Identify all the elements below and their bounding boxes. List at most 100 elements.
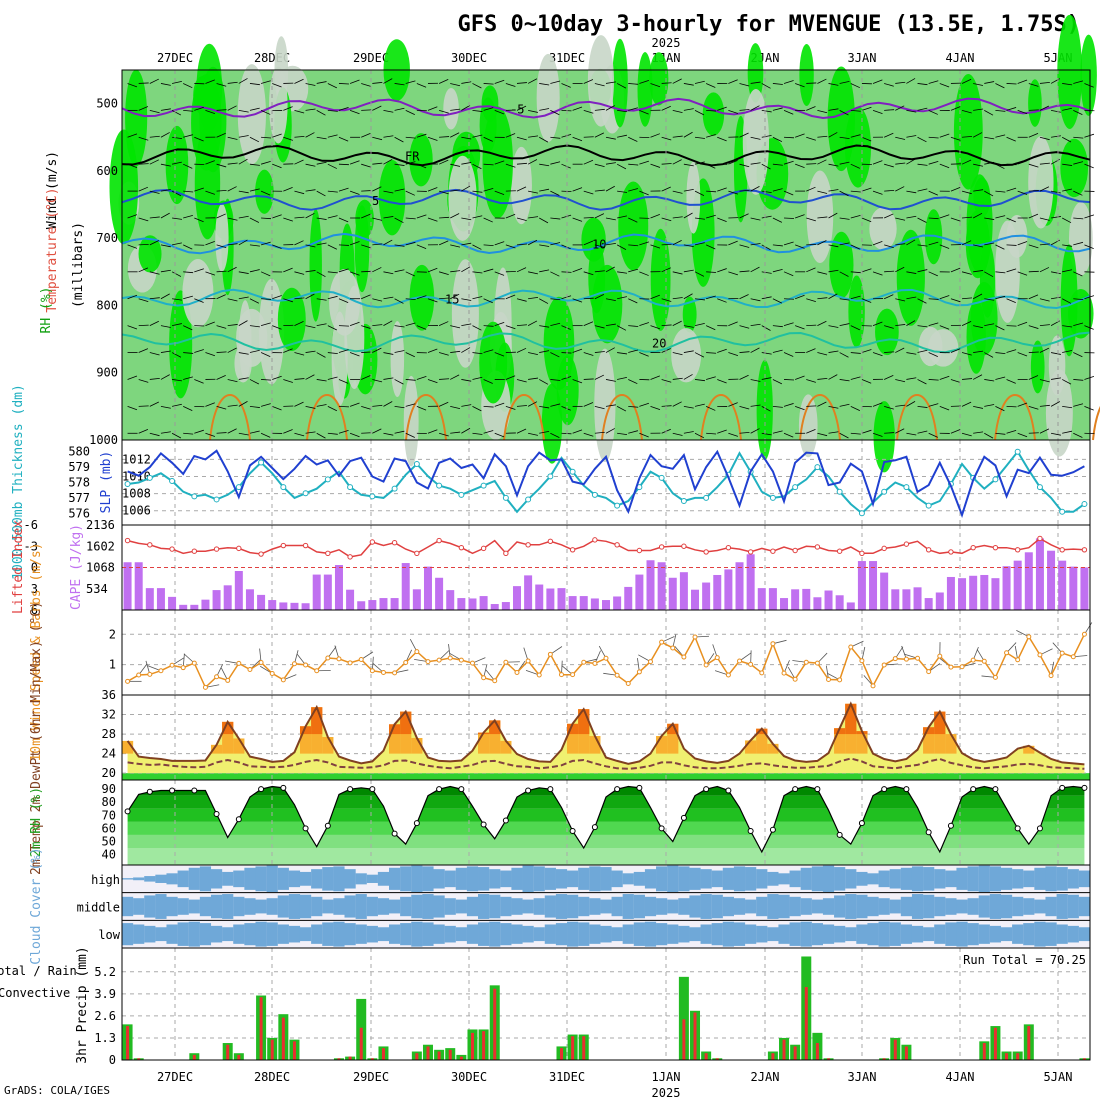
rh-moist-region xyxy=(875,309,899,356)
wind10-marker xyxy=(793,677,797,681)
temp-green-band xyxy=(122,773,1090,780)
cloud-high-bar xyxy=(756,869,767,888)
cloud-middle-bar xyxy=(567,895,578,919)
wind10-marker xyxy=(415,650,419,654)
cape-bar xyxy=(669,578,677,610)
li-marker xyxy=(504,551,508,555)
pressure-tick-label: 900 xyxy=(96,366,118,380)
cape-bar xyxy=(980,575,988,610)
cape-bar xyxy=(936,592,944,610)
cloud-high-bar xyxy=(867,873,878,884)
wind10-marker xyxy=(304,663,308,667)
wind-barb xyxy=(1029,433,1039,434)
cape-bar xyxy=(925,598,933,610)
cloud-low-bar xyxy=(767,927,778,941)
wind10-marker xyxy=(515,671,519,675)
cloud-high-bar xyxy=(1045,866,1056,891)
wind10-marker xyxy=(782,671,786,675)
wind-barb xyxy=(1007,406,1017,407)
cloud-low-bar xyxy=(500,923,511,945)
cloud-middle-bar xyxy=(122,897,133,916)
pressure-tick-label: 1000 xyxy=(89,433,118,447)
cape-bar xyxy=(179,605,187,610)
li-marker xyxy=(1038,536,1042,540)
cloud-axis-label: Cloud Cover (%) xyxy=(29,847,44,964)
lifted-index-axis-label: Lifted Index xyxy=(11,520,26,614)
thickness-marker xyxy=(147,475,152,480)
li-marker xyxy=(148,543,152,547)
wind-barb xyxy=(1007,83,1017,84)
cloud-low-bar xyxy=(478,922,489,946)
wind10-marker xyxy=(993,675,997,679)
wind10-marker xyxy=(493,679,497,683)
cape-axis-label: CAPE (J/kg) xyxy=(69,524,84,610)
wind10-marker xyxy=(693,635,697,639)
isotherm-label: 20 xyxy=(652,336,666,350)
thickness-marker xyxy=(570,469,575,474)
wind10-marker xyxy=(348,661,352,665)
thickness-marker xyxy=(481,483,486,488)
wind-barb xyxy=(1007,326,1017,327)
cloud-middle-bar xyxy=(367,897,378,916)
cloud-low-bar xyxy=(790,922,801,946)
precip-convective-bar xyxy=(471,1033,474,1060)
precip-tick-label: 3.9 xyxy=(94,987,116,1001)
cloud-low-bar xyxy=(255,922,266,947)
thickness-marker xyxy=(236,485,241,490)
rh2m-marker xyxy=(526,788,531,793)
rh-moist-region xyxy=(612,39,628,128)
rh-dry-region xyxy=(391,321,405,397)
li-marker xyxy=(1015,548,1019,552)
cape-bar xyxy=(246,589,254,610)
lifted-index-line xyxy=(128,539,1085,557)
rh-moist-region xyxy=(971,282,998,355)
wind10-marker xyxy=(960,665,964,669)
rh2m-marker xyxy=(236,817,241,822)
wind10-marker xyxy=(938,654,942,658)
thickness-marker xyxy=(1015,449,1020,454)
li-marker xyxy=(682,544,686,548)
wind-barb xyxy=(139,164,149,165)
chart-layer: 27DEC27DEC28DEC28DEC29DEC29DEC30DEC30DEC… xyxy=(0,15,1100,1084)
li-marker xyxy=(437,538,441,542)
cloud-high-bar xyxy=(411,866,422,892)
cloud-level-label: high xyxy=(91,873,120,887)
wind10-marker xyxy=(292,662,296,666)
cloud-low-bar xyxy=(968,923,979,945)
precip-axis-label: 3hr Precip (mm) xyxy=(75,946,90,1063)
cape-bar xyxy=(435,578,443,610)
cloud-middle-bar xyxy=(823,898,834,915)
cloud-high-bar xyxy=(1079,871,1090,888)
cloud-middle-bar xyxy=(956,900,967,914)
wind-barb xyxy=(584,298,594,299)
cloud-middle-bar xyxy=(178,898,189,915)
cloud-low-bar xyxy=(200,923,211,945)
cloud-middle-bar xyxy=(1012,897,1023,916)
precip-tick-label: 2.6 xyxy=(94,1009,116,1023)
rh2m-tick-label: 90 xyxy=(102,782,116,796)
rh2m-marker xyxy=(214,812,219,817)
precip-convective-bar xyxy=(1016,1053,1019,1060)
cloud-high-bar xyxy=(934,869,945,888)
cloud-low-bar xyxy=(1079,927,1090,941)
temp-warm-fill xyxy=(945,734,956,754)
cape-bar xyxy=(290,603,298,610)
wind10-marker xyxy=(571,673,575,677)
cloud-low-bar xyxy=(845,927,856,941)
cloud-low-bar xyxy=(823,924,834,943)
li-marker xyxy=(904,542,908,546)
cloud-middle-bar xyxy=(734,898,745,915)
wind10-marker xyxy=(192,661,196,665)
rh2m-marker xyxy=(837,832,842,837)
cloud-high-bar xyxy=(511,868,522,890)
cape-bar xyxy=(624,587,632,610)
precip-convective-bar xyxy=(560,1048,563,1060)
wind10-marker xyxy=(971,658,975,662)
cape-bar xyxy=(880,573,888,610)
cape-tick-label: 2136 xyxy=(86,518,115,532)
cloud-high-bar xyxy=(322,867,333,891)
wind10-marker xyxy=(1060,651,1064,655)
rh-dry-region xyxy=(869,207,896,250)
rh-axis-label: RH (%) xyxy=(39,287,54,334)
rh2m-tick-label: 70 xyxy=(102,808,116,822)
